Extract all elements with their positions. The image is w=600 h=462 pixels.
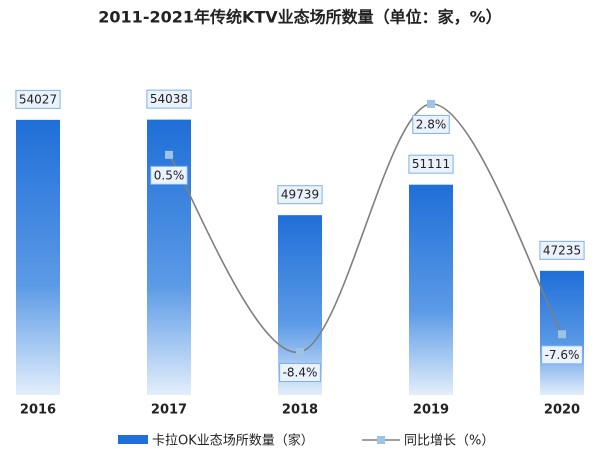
x-tick-label: 2019	[413, 403, 449, 418]
value-label: 0.5%	[154, 168, 185, 182]
legend-swatch	[118, 435, 148, 444]
value-label-box	[150, 165, 188, 185]
value-label-box	[146, 89, 192, 109]
x-tick-label: 2017	[151, 403, 187, 418]
legend-label: 卡拉OK业态场所数量（家）	[152, 433, 314, 449]
value-label-box	[15, 89, 61, 109]
value-label: 49739	[281, 188, 319, 202]
x-tick-label: 2020	[544, 403, 580, 418]
value-label-box	[408, 154, 454, 174]
value-label-box	[539, 240, 585, 260]
value-label-box	[412, 114, 450, 134]
legend-marker	[377, 436, 385, 444]
marker	[165, 150, 173, 159]
value-label: -7.6%	[545, 348, 580, 362]
marker	[558, 330, 566, 339]
value-label-box	[541, 345, 583, 365]
value-label: 54027	[19, 92, 57, 106]
value-label: -8.4%	[283, 366, 318, 380]
bar	[409, 184, 453, 395]
value-label: 51111	[412, 157, 450, 171]
value-label: 2.8%	[416, 117, 447, 131]
bar	[16, 119, 60, 396]
bar	[147, 119, 191, 396]
chart-title: 2011-2021年传统KTV业态场所数量（单位：家，%）	[98, 8, 501, 27]
marker	[427, 99, 435, 108]
line	[168, 103, 563, 353]
value-label-box	[279, 363, 321, 383]
legend-label: 同比增长（%）	[404, 434, 494, 449]
value-label: 47235	[543, 243, 581, 257]
x-tick-label: 2018	[282, 403, 318, 418]
x-tick-label: 2016	[20, 403, 56, 418]
value-label: 54038	[150, 92, 188, 106]
marker	[296, 348, 304, 357]
value-label-box	[277, 185, 323, 205]
